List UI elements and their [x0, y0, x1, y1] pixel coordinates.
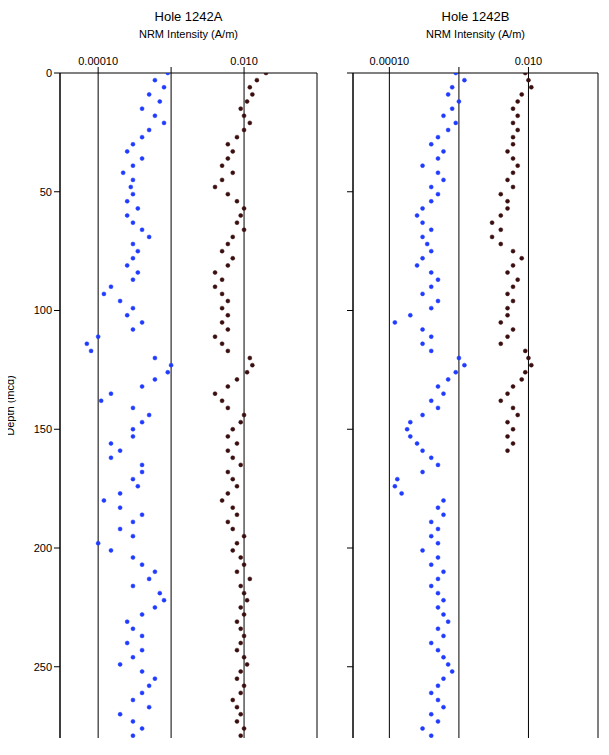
svg-text:0: 0: [46, 67, 52, 79]
svg-text:200: 200: [34, 542, 52, 554]
svg-text:Depth (mcd): Depth (mcd): [8, 375, 16, 436]
html-text:Hole 1242A: Hole 1242A: [154, 9, 223, 24]
svg-text:250: 250: [34, 661, 52, 673]
svg-text:0.010: 0.010: [515, 55, 543, 67]
html-text:Hole 1242B: Hole 1242B: [441, 9, 510, 24]
svg-text:150: 150: [34, 423, 52, 435]
svg-text:50: 50: [40, 186, 52, 198]
html-text:NRM Intensity (A/m): NRM Intensity (A/m): [426, 28, 525, 40]
svg-text:100: 100: [34, 304, 52, 316]
svg-text:0.00010: 0.00010: [78, 55, 118, 67]
html-text:NRM Intensity (A/m): NRM Intensity (A/m): [139, 28, 238, 40]
svg-text:0.010: 0.010: [230, 55, 258, 67]
svg-text:0.00010: 0.00010: [369, 55, 409, 67]
